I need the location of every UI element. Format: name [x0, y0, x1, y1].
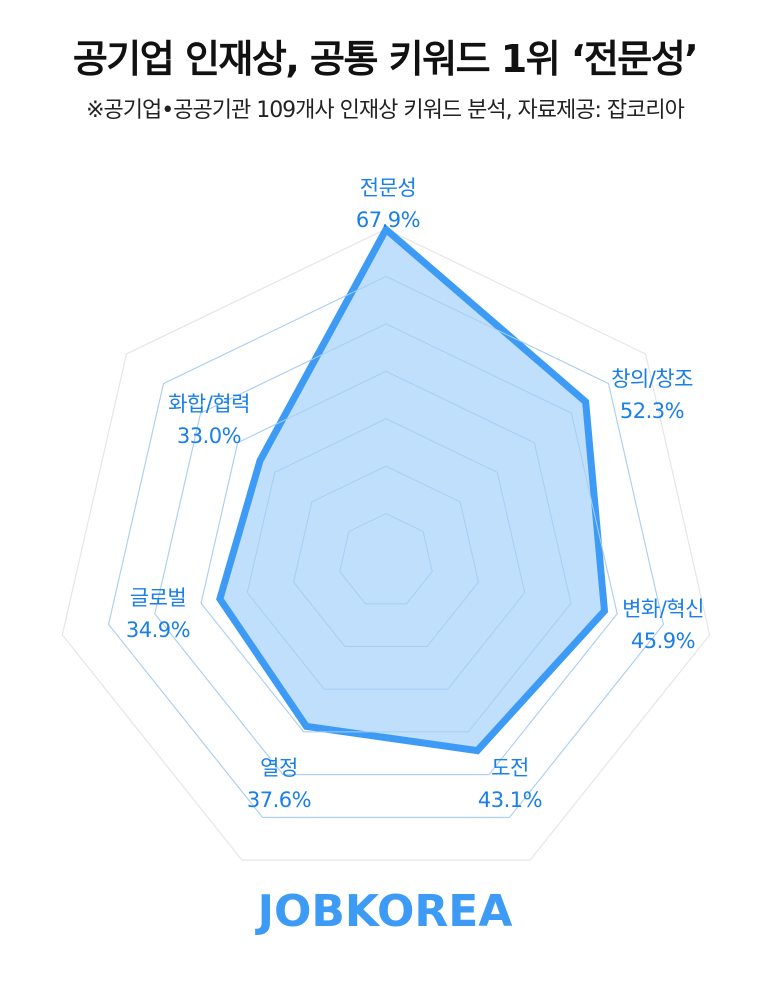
grid-ring-overlay [246, 418, 526, 690]
page-subtitle: ※공기업•공공기관 109개사 인재상 키워드 분석, 자료제공: 잡코리아 [86, 98, 685, 123]
grid-ring-overlay [339, 513, 433, 605]
page-title: 공기업 인재상, 공통 키워드 1위 ‘전문성’ [72, 37, 699, 81]
axis-label-harmony: 화합/협력 33.0% [168, 392, 250, 448]
grid-ring-overlay [154, 323, 618, 776]
jobkorea-logo: JOBKOREA [257, 886, 513, 937]
grid-ring-overlay [200, 370, 572, 733]
axis-label-challenge: 도전 43.1% [477, 756, 543, 812]
grid-ring-overlay [292, 465, 480, 647]
grid-ring-overlay [108, 275, 664, 818]
axis-label-innovation: 변화/혁신 45.9% [622, 597, 704, 653]
axis-label-expertise: 전문성 67.9% [355, 176, 421, 232]
axis-label-passion: 열정 37.6% [246, 756, 312, 812]
radar-series [108, 224, 664, 818]
data-polygon [216, 224, 609, 755]
grid-ring [61, 228, 711, 861]
axis-label-creativity: 창의/창조 52.3% [611, 367, 693, 423]
axis-label-global: 글로벌 34.9% [125, 586, 191, 642]
